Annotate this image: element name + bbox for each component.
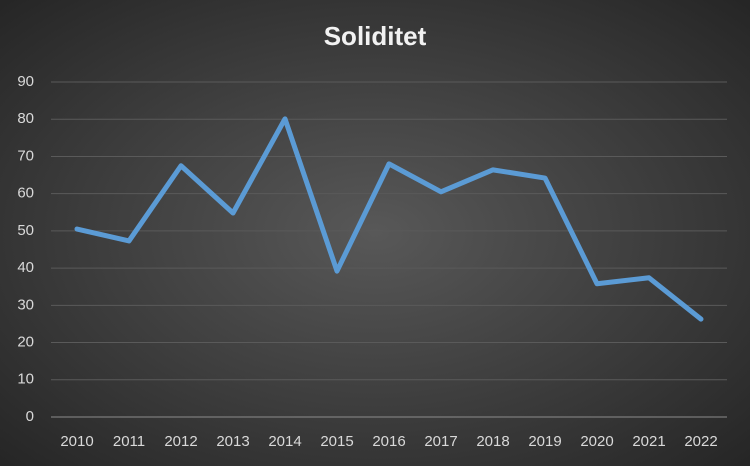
x-tick-label: 2022 bbox=[684, 433, 717, 450]
y-tick-label: 80 bbox=[17, 110, 34, 127]
x-tick-label: 2018 bbox=[476, 433, 509, 450]
x-tick-label: 2012 bbox=[164, 433, 197, 450]
y-tick-label: 60 bbox=[17, 185, 34, 202]
x-tick-label: 2017 bbox=[424, 433, 457, 450]
x-tick-label: 2015 bbox=[320, 433, 353, 450]
y-tick-label: 70 bbox=[17, 147, 34, 164]
x-tick-label: 2014 bbox=[268, 433, 301, 450]
x-tick-label: 2021 bbox=[632, 433, 665, 450]
x-tick-label: 2013 bbox=[216, 433, 249, 450]
y-tick-label: 10 bbox=[17, 371, 34, 388]
y-tick-label: 50 bbox=[17, 222, 34, 239]
y-tick-label: 40 bbox=[17, 259, 34, 276]
x-tick-label: 2020 bbox=[580, 433, 613, 450]
x-tick-label: 2016 bbox=[372, 433, 405, 450]
x-tick-label: 2010 bbox=[60, 433, 93, 450]
y-tick-label: 0 bbox=[26, 408, 34, 425]
x-tick-label: 2019 bbox=[528, 433, 561, 450]
y-tick-label: 30 bbox=[17, 296, 34, 313]
y-tick-label: 90 bbox=[17, 73, 34, 90]
y-tick-label: 20 bbox=[17, 334, 34, 351]
chart-title: Soliditet bbox=[324, 21, 427, 51]
x-tick-label: 2011 bbox=[113, 433, 145, 450]
line-series bbox=[74, 116, 704, 322]
